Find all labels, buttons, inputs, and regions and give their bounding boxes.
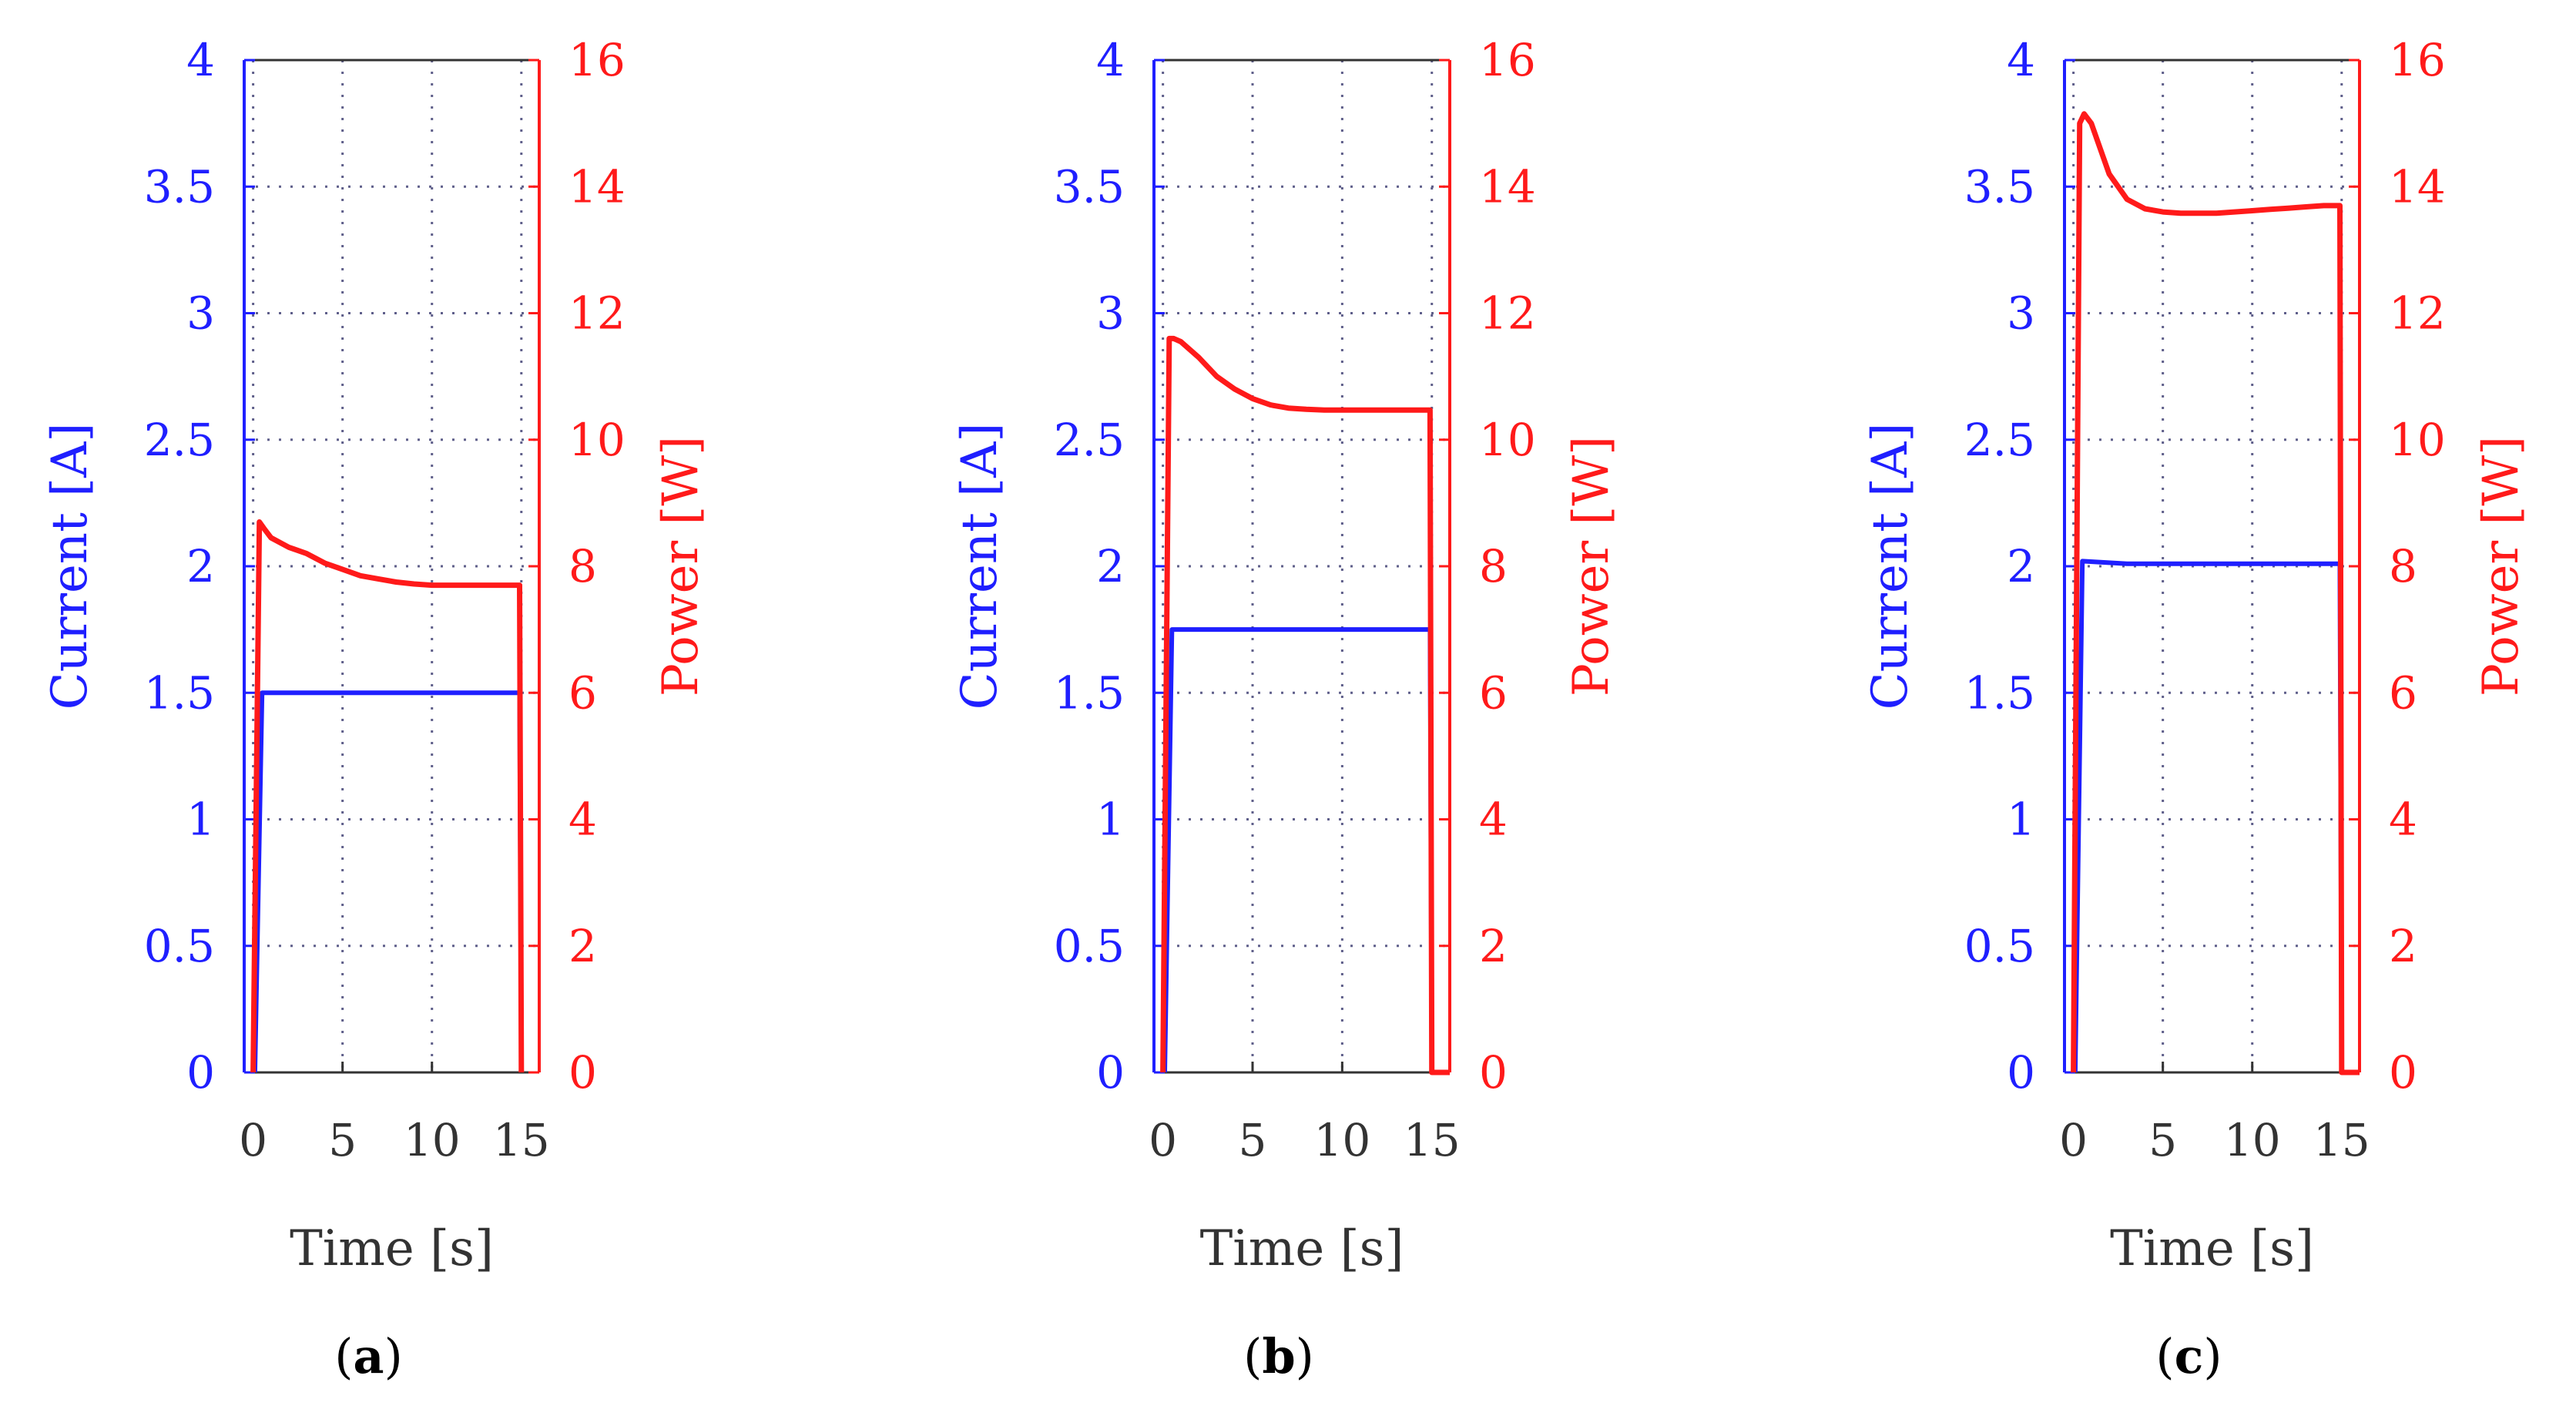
left-tick-label: 0.5 <box>144 920 215 972</box>
right-tick-label: 14 <box>1479 160 1536 213</box>
chart-panel-a: 0 0.5 1 1.5 2 2.5 3 3.5 4 0 2 4 6 8 10 12 14 16 0 5 10 15 Curr… <box>42 34 709 1384</box>
left-tick-label: 0.5 <box>1964 920 2035 972</box>
right-tick-label: 6 <box>569 666 597 719</box>
panel-caption: (a) <box>334 1328 403 1384</box>
left-tick-label: 0 <box>2007 1046 2035 1099</box>
y-axis-label-left: Current [A] <box>42 423 99 710</box>
left-tick-label: 3 <box>2007 287 2035 340</box>
caption-letter: a <box>353 1328 384 1384</box>
right-tick-label: 12 <box>1479 287 1536 340</box>
left-tick-label: 4 <box>1096 34 1125 86</box>
x-axis-label: Time [s] <box>2110 1220 2314 1277</box>
left-tick-label: 4 <box>186 34 215 86</box>
right-tick-label: 4 <box>1479 794 1508 846</box>
right-tick-label: 10 <box>2389 414 2446 466</box>
right-tick-label: 8 <box>569 540 597 592</box>
left-tick-label: 2.5 <box>1964 414 2035 466</box>
left-tick-label: 1 <box>2007 794 2035 846</box>
x-tick-label: 0 <box>239 1114 267 1166</box>
power-series-line <box>250 519 525 1073</box>
y-axis-label-right: Power [W] <box>652 436 709 696</box>
caption-open-paren: ( <box>1243 1328 1262 1384</box>
x-tick-label: 10 <box>1313 1114 1370 1166</box>
right-tick-label: 16 <box>1479 34 1536 86</box>
x-tick-label: 5 <box>328 1114 357 1166</box>
y-axis-label-right: Power [W] <box>2473 436 2530 696</box>
right-tick-label: 12 <box>2389 287 2446 340</box>
x-tick-label: 5 <box>1239 1114 1267 1166</box>
caption-letter: b <box>1262 1328 1295 1384</box>
y-axis-label-left: Current [A] <box>1862 423 1919 710</box>
chart-panel-b: 0 0.5 1 1.5 2 2.5 3 3.5 4 0 2 4 6 8 10 12 14 16 0 5 10 15 Curr… <box>951 34 1620 1384</box>
left-tick-label: 2 <box>186 540 215 592</box>
right-tick-label: 0 <box>2389 1046 2417 1099</box>
panel-caption: (c) <box>2155 1328 2222 1384</box>
x-tick-label: 5 <box>2148 1114 2177 1166</box>
left-tick-label: 1.5 <box>1964 666 2035 719</box>
right-tick-label: 4 <box>569 794 597 846</box>
left-tick-label: 3 <box>1096 287 1125 340</box>
caption-close-paren: ) <box>384 1328 403 1384</box>
right-tick-label: 2 <box>2389 920 2417 972</box>
x-tick-label: 15 <box>2313 1114 2370 1166</box>
right-tick-label: 6 <box>2389 666 2417 719</box>
left-tick-label: 3 <box>186 287 215 340</box>
caption-open-paren: ( <box>2155 1328 2174 1384</box>
right-tick-label: 14 <box>2389 160 2446 213</box>
right-tick-label: 14 <box>569 160 626 213</box>
caption-close-paren: ) <box>1296 1328 1314 1384</box>
right-tick-label: 16 <box>569 34 626 86</box>
right-tick-label: 0 <box>1479 1046 1508 1099</box>
left-tick-label: 0.5 <box>1054 920 1125 972</box>
left-tick-label: 3.5 <box>1054 160 1125 213</box>
left-tick-label: 0 <box>1096 1046 1125 1099</box>
left-tick-label: 3.5 <box>144 160 215 213</box>
x-tick-label: 10 <box>404 1114 461 1166</box>
right-tick-label: 6 <box>1479 666 1508 719</box>
left-tick-label: 1.5 <box>1054 666 1125 719</box>
caption-close-paren: ) <box>2203 1328 2222 1384</box>
power-series-line <box>1160 335 1450 1075</box>
right-tick-label: 12 <box>569 287 626 340</box>
x-tick-label: 15 <box>493 1114 550 1166</box>
left-tick-label: 1.5 <box>144 666 215 719</box>
current-series-line <box>2072 559 2344 1073</box>
left-tick-label: 3.5 <box>1964 160 2035 213</box>
right-tick-label: 4 <box>2389 794 2417 846</box>
right-tick-label: 8 <box>1479 540 1508 592</box>
y-axis-label-left: Current [A] <box>951 423 1008 710</box>
x-tick-label: 0 <box>2059 1114 2088 1166</box>
right-tick-label: 16 <box>2389 34 2446 86</box>
x-tick-label: 10 <box>2224 1114 2281 1166</box>
left-tick-label: 0 <box>186 1046 215 1099</box>
current-series-line <box>1162 627 1434 1073</box>
panel-caption: (b) <box>1243 1328 1314 1384</box>
x-tick-label: 0 <box>1149 1114 1177 1166</box>
x-axis-label: Time [s] <box>290 1220 494 1277</box>
right-tick-label: 2 <box>569 920 597 972</box>
left-tick-label: 2 <box>2007 540 2035 592</box>
power-series-line <box>2071 111 2360 1075</box>
right-tick-label: 8 <box>2389 540 2417 592</box>
right-tick-label: 10 <box>569 414 626 466</box>
caption-open-paren: ( <box>334 1328 353 1384</box>
right-tick-label: 2 <box>1479 920 1508 972</box>
left-tick-label: 2 <box>1096 540 1125 592</box>
current-series-line <box>252 690 524 1073</box>
left-tick-label: 1 <box>186 794 215 846</box>
right-tick-label: 0 <box>569 1046 597 1099</box>
y-axis-label-right: Power [W] <box>1563 436 1620 696</box>
left-tick-label: 2.5 <box>144 414 215 466</box>
left-tick-label: 1 <box>1096 794 1125 846</box>
chart-panel-c: 0 0.5 1 1.5 2 2.5 3 3.5 4 0 2 4 6 8 10 12 14 16 0 5 10 15 Curr… <box>1862 34 2530 1384</box>
left-tick-label: 4 <box>2007 34 2035 86</box>
right-tick-label: 10 <box>1479 414 1536 466</box>
caption-letter: c <box>2175 1328 2204 1384</box>
left-tick-label: 2.5 <box>1054 414 1125 466</box>
x-axis-label: Time [s] <box>1200 1220 1404 1277</box>
x-tick-label: 15 <box>1404 1114 1461 1166</box>
